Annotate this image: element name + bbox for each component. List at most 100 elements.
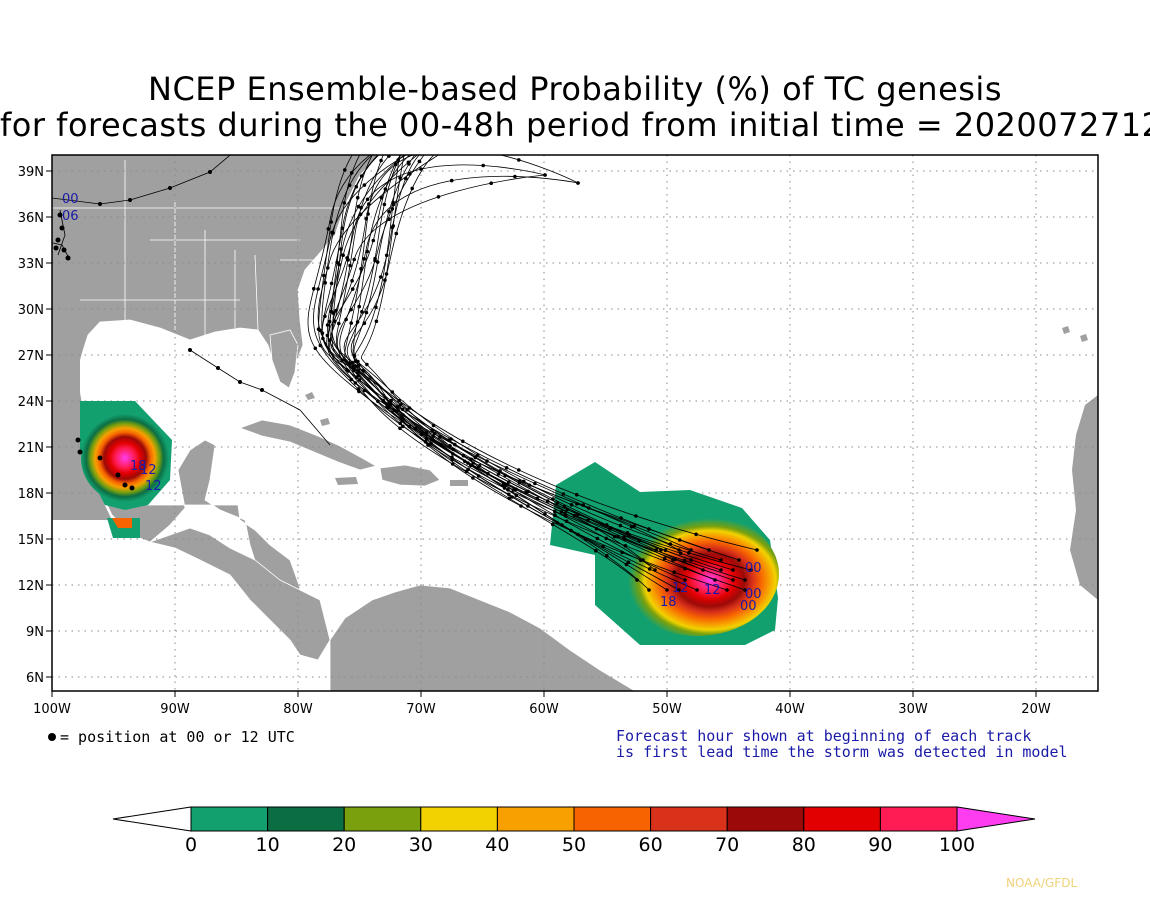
track-position-dot [371, 238, 376, 243]
storm-track [329, 155, 680, 591]
track-position-dot [477, 464, 482, 468]
track-position-dot [399, 134, 403, 138]
track-position-dot [330, 230, 334, 235]
longitude-label: 70W [406, 702, 436, 717]
track-position-dot [665, 588, 669, 592]
track-position-dot [349, 171, 354, 175]
track-position-dot [417, 159, 422, 164]
track-position-dot [523, 138, 527, 142]
colorbar-label: 50 [562, 834, 586, 856]
track-position-dot [476, 474, 481, 478]
track-position-dot [576, 512, 580, 517]
track-position-dot [326, 227, 331, 231]
storm-track [318, 155, 674, 561]
track-hour-label: 12 [704, 583, 721, 598]
track-position-dot [313, 346, 318, 351]
latitude-label: 15N [18, 533, 44, 548]
latitude-label: 39N [18, 165, 44, 180]
track-position-dot [424, 432, 428, 437]
track-position-dot [312, 286, 316, 291]
track-position-dot [755, 548, 759, 552]
land-florida [269, 329, 299, 389]
track-position-dot [461, 453, 466, 458]
track-position-dot [343, 168, 347, 172]
track-position-dot [504, 466, 509, 470]
colorbar-label: 30 [409, 834, 433, 856]
track-position-dot [503, 98, 507, 102]
track-position-dot [460, 126, 464, 130]
track-position-dot [347, 361, 351, 365]
map-gridlines [52, 155, 1098, 691]
track-position-dot [329, 281, 334, 286]
track-position-dot [453, 126, 457, 130]
track-position-dot [438, 148, 442, 152]
colorbar-label: 80 [792, 834, 816, 856]
track-position-dot [342, 201, 347, 205]
track-position-dot [362, 257, 367, 261]
track-position-dot [419, 167, 423, 171]
track-position-dot [344, 317, 348, 322]
track-position-dot [435, 121, 439, 125]
colorbar-segment [726, 806, 805, 832]
track-position-dot [334, 308, 338, 313]
track-position-dot [321, 336, 325, 341]
track-position-dot [400, 151, 404, 155]
track-position-dot [523, 138, 527, 142]
position-dot-icon [48, 733, 56, 741]
track-position-dot [707, 548, 711, 552]
storm-track [344, 155, 692, 561]
position-dot-note: = position at 00 or 12 UTC [46, 728, 295, 746]
colorbar-overflow [956, 806, 1036, 832]
track-position-dot [561, 492, 566, 496]
track-position-dot [384, 272, 389, 276]
track-position-dot [407, 140, 411, 144]
colorbar-segment [267, 806, 345, 832]
forecast-hour-note-line-2: is first lead time the storm was detecte… [616, 743, 1068, 761]
track-position-dot [449, 178, 454, 183]
track-position-dot [647, 588, 651, 592]
track-position-dot [737, 558, 741, 562]
track-position-dot [574, 492, 579, 497]
track-position-dot [725, 588, 729, 592]
track-position-dot [375, 260, 380, 264]
track-position-dot [743, 578, 747, 582]
track-position-dot [457, 115, 461, 119]
track-position-dot [453, 118, 457, 122]
track-position-dot [469, 114, 473, 118]
track-position-dot [461, 439, 465, 444]
track-position-dot [743, 588, 747, 592]
track-position-dot [620, 550, 624, 555]
track-position-dot [339, 247, 343, 251]
track-position-dot [653, 568, 657, 572]
track-position-dot [562, 504, 567, 509]
latitude-label: 27N [18, 349, 44, 364]
track-position-dot [683, 578, 687, 582]
track-position-dot [346, 369, 351, 373]
colorbar-segment [879, 806, 958, 832]
storm-track [313, 155, 656, 571]
track-position-dot [594, 548, 598, 553]
track-position-dot [443, 126, 447, 130]
track-position-dot [551, 497, 555, 501]
longitude-label: 30W [898, 702, 928, 717]
track-position-dot [335, 260, 339, 265]
track-position-dot [350, 287, 355, 291]
map-title-line-2: for forecasts during the 00-48h period f… [0, 106, 1150, 144]
track-position-dot [662, 556, 667, 561]
track-position-dot [647, 567, 652, 571]
colorbar-segment [573, 806, 652, 832]
track-position-dot [493, 113, 497, 117]
track-position-dot [496, 472, 501, 476]
track-position-dot [350, 360, 355, 365]
land-africa [1070, 395, 1098, 600]
forecast-hour-note: Forecast hour shown at beginning of each… [616, 728, 1068, 760]
track-position-dot [647, 527, 651, 531]
track-position-dot [322, 273, 326, 278]
track-position-dot [469, 463, 473, 468]
colorbar-segment [420, 806, 498, 832]
track-position-dot [503, 98, 507, 102]
track-position-dot [463, 138, 467, 142]
land-hispaniola [379, 464, 441, 487]
track-position-dot [677, 588, 681, 592]
